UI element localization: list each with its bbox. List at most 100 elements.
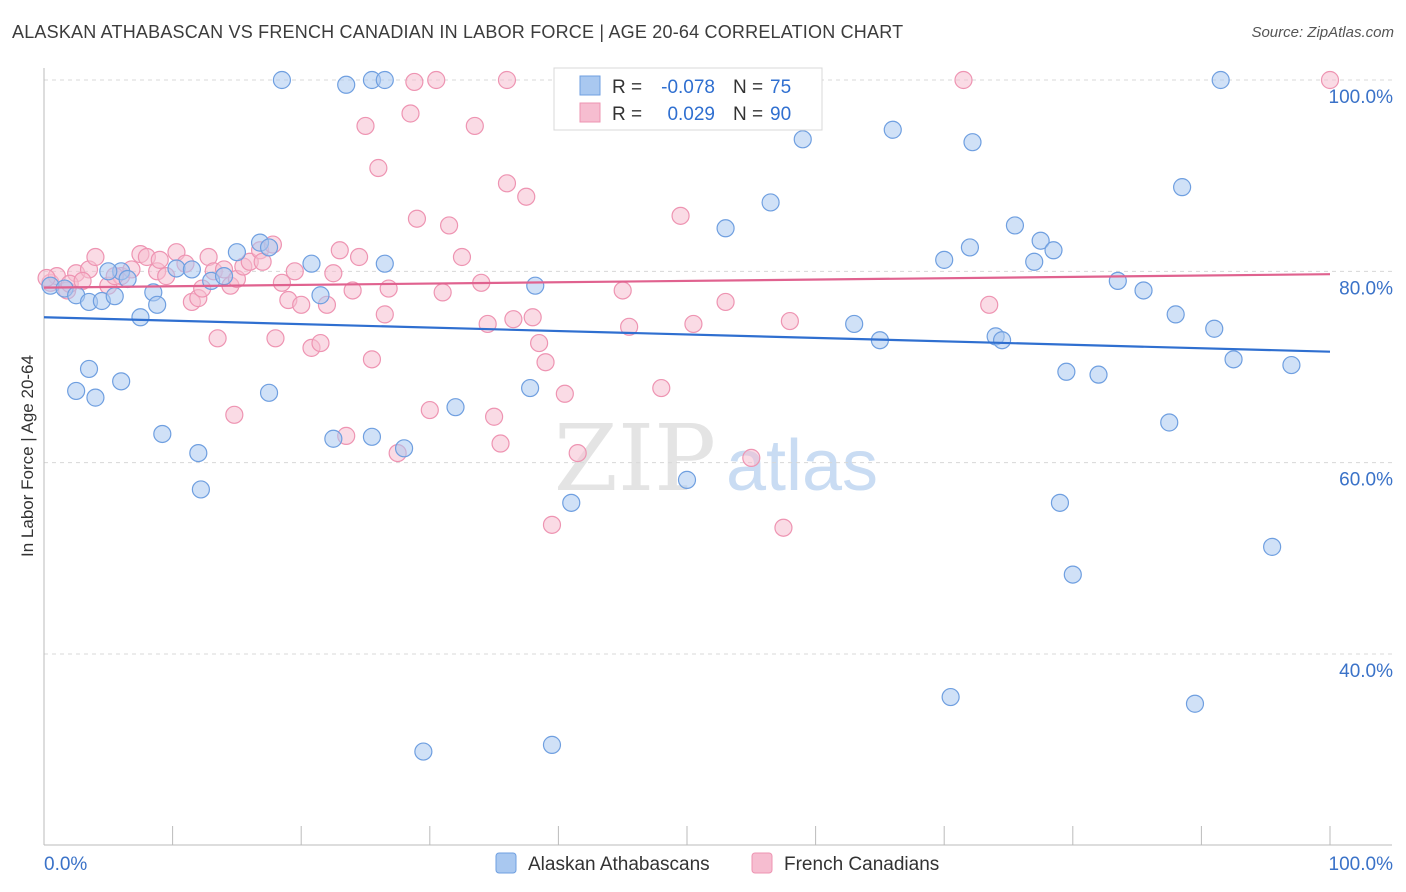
french-canadians-point-37 xyxy=(375,305,394,324)
alaskan-athabascans-point-55 xyxy=(1160,413,1179,432)
alaskan-athabascans-point-18 xyxy=(526,276,545,295)
stats-r-label-pink: R = xyxy=(612,104,642,125)
alaskan-athabascans-point-60 xyxy=(1211,70,1230,90)
alaskan-athabascans-point-46 xyxy=(1005,216,1025,235)
alaskan-athabascans-point-43 xyxy=(963,133,982,152)
alaskan-athabascans-point-57 xyxy=(1173,178,1192,197)
alaskan-athabascans-point-35 xyxy=(761,193,780,212)
alaskan-athabascans-point-47 xyxy=(1025,252,1044,271)
french-canadians-point-34 xyxy=(343,281,362,300)
y-tick-label-40: 40.0% xyxy=(1339,661,1393,682)
alaskan-athabascans-point-58 xyxy=(1185,694,1205,713)
french-canadians-point-66 xyxy=(780,311,799,331)
french-canadians-point-82 xyxy=(266,329,285,348)
french-canadians-point-49 xyxy=(491,434,510,453)
alaskan-athabascans-point-63 xyxy=(1282,355,1301,375)
stats-legend: R = -0.078 N = 75 R = 0.029 N = 90 xyxy=(553,67,823,131)
french-canadians-point-78 xyxy=(1320,70,1340,90)
alaskan-athabascans-point-27 xyxy=(324,429,343,448)
stats-swatch-blue xyxy=(579,75,601,96)
french-canadians-point-74 xyxy=(405,72,424,92)
alaskan-athabascans-point-32 xyxy=(562,493,581,512)
x-tick-label-max: 100.0% xyxy=(1329,854,1394,875)
french-canadians-point-42 xyxy=(420,400,439,420)
y-tick-label-100: 100.0% xyxy=(1329,87,1394,108)
french-canadians-point-32 xyxy=(324,264,343,283)
alaskan-athabascans-point-14 xyxy=(259,238,279,257)
french-canadians-point-46 xyxy=(465,116,484,136)
alaskan-athabascans-point-37 xyxy=(845,314,864,334)
french-canadians-point-33 xyxy=(330,241,349,260)
french-canadians-point-72 xyxy=(356,116,375,136)
trend-line-french-canadians xyxy=(43,273,1331,289)
alaskan-athabascans-point-67 xyxy=(375,70,394,90)
french-canadians-point-89 xyxy=(150,250,169,269)
french-canadians-point-29 xyxy=(292,295,311,314)
series-legend: Alaskan Athabascans French Canadians xyxy=(495,852,939,875)
french-canadians-point-45 xyxy=(452,247,472,267)
alaskan-athabascans-point-33 xyxy=(677,470,697,489)
alaskan-athabascans-point-41 xyxy=(941,687,960,707)
alaskan-athabascans-point-53 xyxy=(1108,271,1127,290)
alaskan-athabascans-point-62 xyxy=(1263,537,1282,556)
alaskan-athabascans-point-24 xyxy=(189,444,208,463)
french-canadians-point-69 xyxy=(225,405,244,424)
alaskan-athabascans-point-51 xyxy=(1063,565,1082,584)
alaskan-athabascans-point-23 xyxy=(153,424,172,444)
french-canadians-point-65 xyxy=(774,518,793,537)
alaskan-athabascans-point-49 xyxy=(1044,241,1063,260)
french-canadians-point-67 xyxy=(980,295,999,314)
french-canadians-point-40 xyxy=(401,104,420,123)
alaskan-athabascans-point-15 xyxy=(302,254,321,273)
french-canadians-point-36 xyxy=(362,350,382,369)
chart-title: ALASKAN ATHABASCAN VS FRENCH CANADIAN IN… xyxy=(12,22,904,42)
alaskan-athabascans-point-22 xyxy=(112,372,131,391)
x-tick-label-min: 0.0% xyxy=(44,854,87,875)
french-canadians-point-84 xyxy=(427,70,446,90)
alaskan-athabascans-point-19 xyxy=(67,381,86,401)
french-canadians-point-26 xyxy=(272,273,292,292)
alaskan-athabascans-point-42 xyxy=(960,238,980,257)
french-canadians-point-44 xyxy=(439,216,459,235)
french-canadians-point-55 xyxy=(542,515,562,534)
french-canadians-point-35 xyxy=(349,247,369,267)
stats-n-label-blue: N = xyxy=(733,77,763,98)
legend-label-pink: French Canadians xyxy=(784,854,939,875)
french-canadians-point-86 xyxy=(536,353,555,372)
french-canadians-point-56 xyxy=(555,384,574,403)
french-canadians-point-43 xyxy=(433,283,452,302)
trend-line-alaskan-athabascans xyxy=(43,316,1331,353)
alaskan-athabascans-point-5 xyxy=(105,287,124,306)
alaskan-athabascans-point-36 xyxy=(793,130,812,149)
legend-label-blue: Alaskan Athabascans xyxy=(528,854,710,875)
y-tick-label-60: 60.0% xyxy=(1339,470,1393,491)
french-canadians-point-54 xyxy=(530,333,549,353)
french-canadians-point-5 xyxy=(86,247,105,267)
french-canadians-point-60 xyxy=(652,378,671,398)
alaskan-athabascans-point-70 xyxy=(1050,493,1070,512)
alaskan-athabascans-point-73 xyxy=(214,267,234,286)
stats-swatch-pink xyxy=(579,102,601,123)
alaskan-athabascans-point-17 xyxy=(375,254,394,273)
x-ticks xyxy=(43,826,1331,845)
alaskan-athabascans-point-30 xyxy=(446,398,465,417)
stats-r-label-blue: R = xyxy=(612,77,642,98)
alaskan-athabascans-point-12 xyxy=(227,243,246,262)
french-canadians-point-38 xyxy=(379,279,398,298)
french-canadians-point-77 xyxy=(954,70,973,90)
alaskan-athabascans-point-26 xyxy=(259,383,279,402)
french-canadians-point-63 xyxy=(716,292,735,312)
legend-swatch-pink xyxy=(751,852,773,874)
french-canadians-point-31 xyxy=(311,333,330,353)
stats-n-value-pink: 90 xyxy=(770,104,791,125)
legend-swatch-blue xyxy=(495,852,517,874)
alaskan-athabascans-point-7 xyxy=(118,269,137,289)
trend-lines xyxy=(43,273,1331,353)
source-label: Source: ZipAtlas.com xyxy=(1251,24,1394,41)
axes xyxy=(43,68,1392,846)
alaskan-athabascans-point-11 xyxy=(167,259,186,278)
stats-n-label-pink: N = xyxy=(733,104,763,125)
stats-r-value-blue: -0.078 xyxy=(661,77,715,98)
alaskan-athabascans-point-54 xyxy=(1134,281,1153,300)
